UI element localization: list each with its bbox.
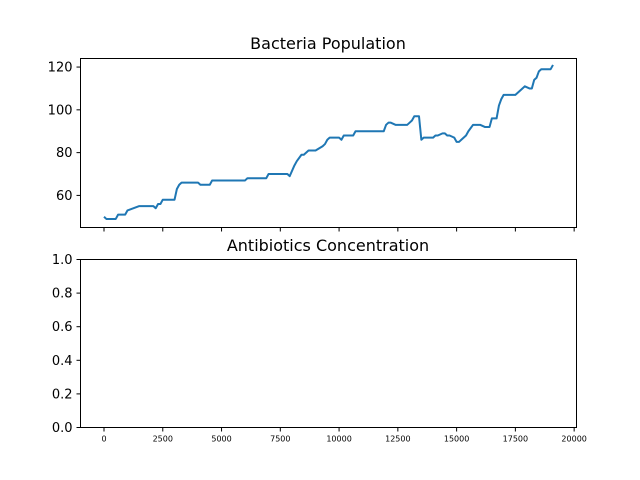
- y-tick-label: 60: [56, 189, 73, 204]
- bottom-axis-ticks: 0.0 0.2 0.4 0.6 0.8 1.0 0 2500 5000 7500 10000 1250…: [52, 253, 587, 444]
- y-tick-label: 0.4: [52, 354, 73, 369]
- x-tick-label: 7500: [270, 435, 290, 444]
- y-tick-label: 120: [48, 61, 73, 76]
- y-tick-label: 0.6: [52, 320, 73, 335]
- bacteria-population-chart: Bacteria Population 60 80 100 120: [48, 34, 577, 232]
- bottom-plot-frame: [80, 259, 577, 428]
- x-tick-label: 10000: [326, 435, 351, 444]
- antibiotics-concentration-chart: Antibiotics Concentration 0.00.20.40.60.…: [52, 236, 587, 444]
- y-tick-label: 0.0: [52, 421, 73, 436]
- x-tick-label: 12500: [385, 435, 410, 444]
- x-tick-label: 0: [101, 435, 106, 444]
- x-tick-label: 2500: [153, 435, 173, 444]
- x-tick-label: 20000: [561, 435, 586, 444]
- x-tick-label: 15000: [444, 435, 469, 444]
- y-tick-label: 1.0: [52, 253, 73, 268]
- y-tick-label: 80: [56, 146, 73, 161]
- chart-title: Antibiotics Concentration: [227, 236, 429, 255]
- chart-title: Bacteria Population: [250, 34, 406, 53]
- top-plot-frame: [80, 58, 577, 228]
- bacteria-population-line: [103, 64, 554, 220]
- x-tick-label: 5000: [211, 435, 231, 444]
- x-tick-label: 17500: [503, 435, 528, 444]
- y-tick-label: 100: [48, 103, 73, 118]
- y-tick-label: 0.8: [52, 287, 73, 302]
- y-tick-label: 0.2: [52, 387, 73, 402]
- top-axis-ticks: 60 80 100 120: [48, 61, 575, 232]
